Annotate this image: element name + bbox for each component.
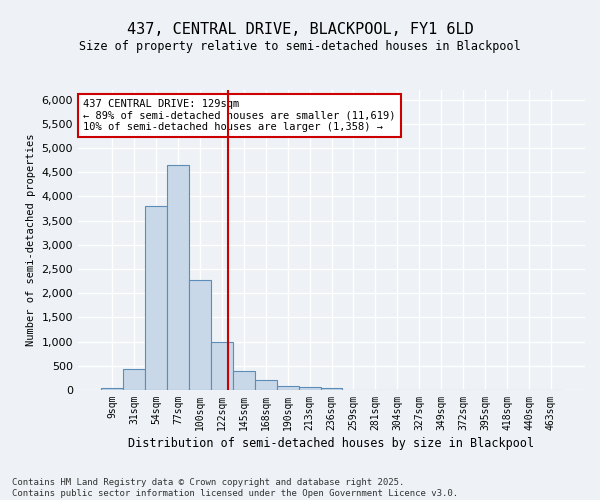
Bar: [299, 387, 320, 390]
X-axis label: Distribution of semi-detached houses by size in Blackpool: Distribution of semi-detached houses by …: [128, 437, 535, 450]
Bar: [211, 342, 233, 390]
Bar: [233, 370, 254, 390]
Bar: [167, 165, 189, 390]
Bar: [277, 386, 299, 390]
Bar: [189, 280, 211, 390]
Bar: [320, 388, 343, 390]
Bar: [123, 369, 145, 390]
Bar: [101, 388, 123, 390]
Y-axis label: Number of semi-detached properties: Number of semi-detached properties: [26, 134, 36, 346]
Text: Contains HM Land Registry data © Crown copyright and database right 2025.
Contai: Contains HM Land Registry data © Crown c…: [12, 478, 458, 498]
Text: Size of property relative to semi-detached houses in Blackpool: Size of property relative to semi-detach…: [79, 40, 521, 53]
Bar: [145, 206, 167, 390]
Bar: [254, 380, 277, 390]
Text: 437 CENTRAL DRIVE: 129sqm
← 89% of semi-detached houses are smaller (11,619)
10%: 437 CENTRAL DRIVE: 129sqm ← 89% of semi-…: [83, 99, 395, 132]
Text: 437, CENTRAL DRIVE, BLACKPOOL, FY1 6LD: 437, CENTRAL DRIVE, BLACKPOOL, FY1 6LD: [127, 22, 473, 38]
